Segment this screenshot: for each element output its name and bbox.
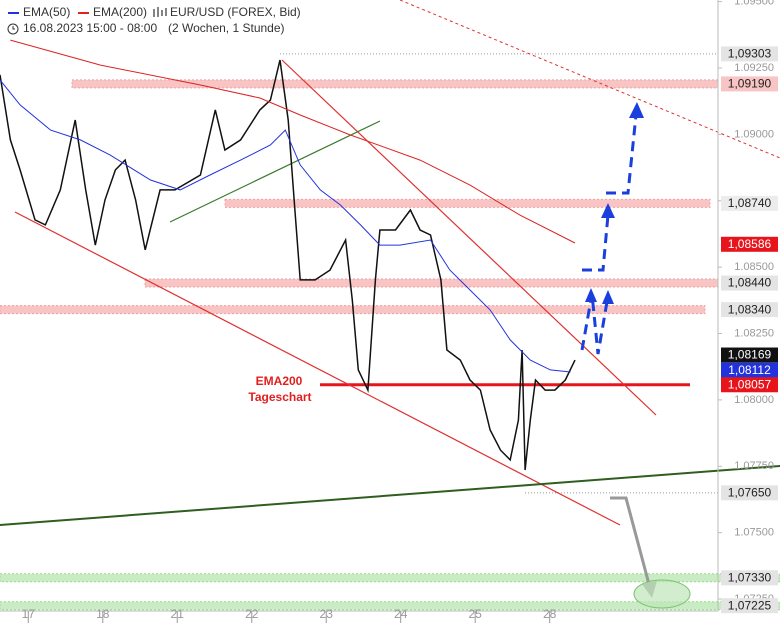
series	[0, 39, 576, 471]
price-label: 1,08740	[728, 196, 772, 210]
price-label: 1,08440	[728, 276, 772, 290]
forecast-arrow	[606, 114, 638, 195]
y-tick-label: 1.08000	[734, 394, 774, 406]
legend-label: EMA(200)	[93, 5, 147, 19]
x-tick-label: 24	[394, 607, 408, 621]
y-tick-label: 1.07750	[734, 460, 774, 472]
price-label: 1,08340	[728, 302, 772, 316]
price-label: 1,08169	[728, 348, 772, 362]
price-box	[721, 377, 778, 393]
trend-line	[169, 120, 381, 223]
trend-line	[14, 211, 621, 526]
trend-line	[399, 0, 780, 159]
price-label: 1,07225	[728, 598, 772, 612]
level-band	[0, 573, 780, 583]
y-tick-label: 1.08250	[734, 327, 774, 339]
arrow-head	[601, 203, 615, 218]
level-band	[71, 79, 719, 89]
price-label: 1,07650	[728, 486, 772, 500]
legend-label: EMA(50)	[23, 5, 70, 19]
price-box	[721, 195, 778, 211]
price-label: 1,09190	[728, 77, 772, 91]
x-tick-label: 18	[96, 607, 110, 621]
x-tick-label: 17	[22, 607, 36, 621]
price-box	[721, 485, 778, 501]
price-box	[721, 347, 778, 363]
y-tick-label: 1.08500	[734, 261, 774, 273]
arrow-head	[585, 288, 597, 302]
level-band	[144, 278, 719, 288]
price-label: 1,08057	[728, 377, 772, 391]
forecast-arrow	[580, 293, 610, 355]
trend-line	[281, 59, 657, 416]
price-box	[721, 275, 778, 291]
price-label: 1,08586	[728, 237, 772, 251]
arrow-head	[602, 290, 614, 304]
arrow-head	[629, 102, 644, 118]
legend-bg	[0, 0, 310, 38]
clock-icon	[12, 26, 15, 30]
y-tick-label: 1.09250	[734, 62, 774, 74]
clock-icon	[7, 23, 19, 35]
subtitle: 16.08.2023 15:00 - 08:00	[23, 21, 157, 35]
levels	[0, 53, 780, 611]
price-box	[721, 302, 778, 318]
price-box	[721, 362, 778, 378]
candle-icon	[153, 7, 167, 17]
annotation: Tageschart	[248, 390, 311, 404]
y-tick-label: 1.07500	[734, 527, 774, 539]
x-tick-label: 22	[245, 607, 259, 621]
x-tick-label: 25	[469, 607, 483, 621]
x-tick-label: 23	[320, 607, 334, 621]
down-arrow	[610, 496, 652, 589]
y-tick-label: 1.09500	[734, 0, 774, 7]
instrument: EUR/USD (FOREX, Bid)	[170, 5, 301, 19]
x-tick-label: 28	[543, 607, 557, 621]
price-label: 1,07330	[728, 570, 772, 584]
series-line	[0, 79, 571, 373]
level-band	[0, 601, 780, 611]
forecast-arrow	[582, 214, 610, 272]
price-label: 1,08112	[728, 363, 771, 377]
trend-line	[0, 465, 780, 526]
price-box	[721, 46, 778, 62]
y-tick-label: 1.09000	[734, 128, 774, 140]
axis: 1.095001.092501.090001.087501.085001.082…	[22, 0, 778, 623]
period: (2 Wochen, 1 Stunde)	[168, 21, 285, 35]
target-ellipse	[633, 579, 691, 609]
level-band	[224, 198, 711, 208]
x-tick-label: 21	[171, 607, 185, 621]
price-label: 1,09303	[728, 47, 772, 61]
price-box	[721, 76, 778, 92]
annotation: EMA200	[256, 374, 303, 388]
price-box	[721, 570, 778, 586]
series-line	[10, 39, 576, 244]
price-box	[721, 598, 778, 614]
price-box	[721, 236, 778, 252]
series-line	[0, 59, 576, 471]
